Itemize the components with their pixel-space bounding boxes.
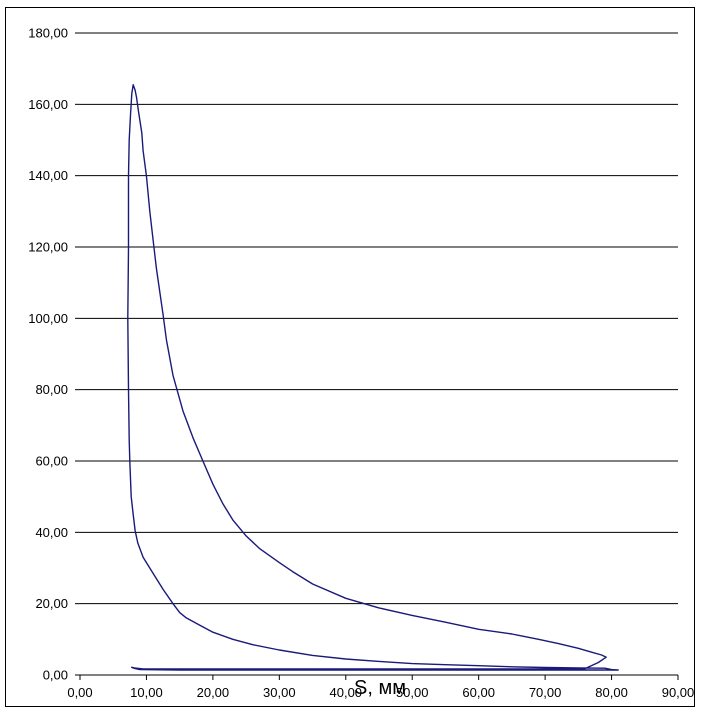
x-axis-label: S, мм bbox=[354, 677, 406, 699]
chart-frame bbox=[5, 7, 695, 707]
x-tick-label-5: 50,00 bbox=[396, 685, 429, 700]
x-tick-label-7: 70,00 bbox=[529, 685, 562, 700]
y-tick-label-1: 20,00 bbox=[35, 596, 68, 611]
series-line-0 bbox=[127, 84, 619, 671]
y-tick-label-3: 60,00 bbox=[35, 454, 68, 469]
y-tick-label-8: 160,00 bbox=[28, 97, 68, 112]
x-tick-label-6: 60,00 bbox=[462, 685, 495, 700]
x-tick-label-3: 30,00 bbox=[263, 685, 296, 700]
y-tick-label-0: 0,00 bbox=[43, 668, 68, 683]
y-tick-label-4: 80,00 bbox=[35, 382, 68, 397]
x-tick-label-8: 80,00 bbox=[595, 685, 628, 700]
x-tick-label-4: 40,00 bbox=[330, 685, 363, 700]
x-axis-ticks: 0,00 10,00 20,00 30,00 40,00 50,00 60,00 70,00 8… bbox=[67, 675, 694, 700]
y-tick-label-6: 120,00 bbox=[28, 240, 68, 255]
y-tick-label-2: 40,00 bbox=[35, 525, 68, 540]
x-tick-label-0: 0,00 bbox=[67, 685, 92, 700]
y-axis-ticks: 0,00 20,00 40,00 60,00 80,00 100,00 120,00 140,… bbox=[28, 26, 80, 683]
x-tick-label-1: 10,00 bbox=[130, 685, 163, 700]
x-tick-label-2: 20,00 bbox=[197, 685, 230, 700]
y-tick-label-9: 180,00 bbox=[28, 26, 68, 41]
x-tick-label-9: 90,00 bbox=[662, 685, 695, 700]
series-group bbox=[127, 84, 619, 671]
y-tick-label-5: 100,00 bbox=[28, 311, 68, 326]
y-tick-label-7: 140,00 bbox=[28, 168, 68, 183]
